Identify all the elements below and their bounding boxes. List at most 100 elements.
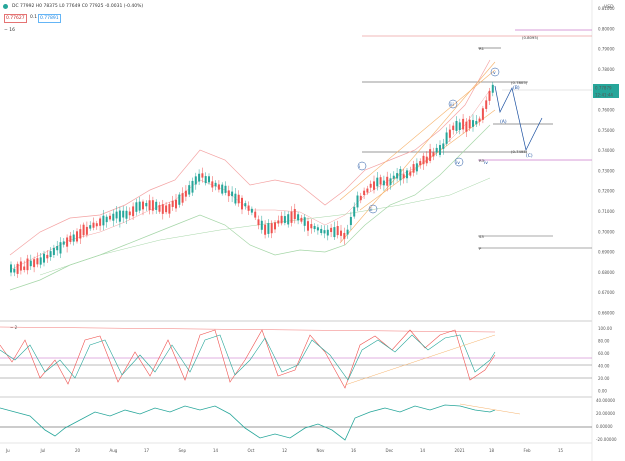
currency-label: USD	[604, 5, 614, 10]
price-tag-current-text: 0.77879	[595, 86, 612, 91]
candle-body	[148, 200, 151, 210]
candle-body	[231, 191, 234, 197]
wave-marker[interactable]	[448, 99, 458, 109]
candle-body	[316, 227, 319, 231]
candle-body	[468, 119, 471, 129]
candle-body	[151, 200, 154, 211]
candle-body	[326, 229, 329, 236]
candle-body	[138, 201, 141, 211]
candle-body	[274, 222, 276, 230]
candle-body	[475, 120, 478, 125]
candle-body	[290, 211, 293, 223]
candle-body	[260, 220, 263, 230]
buy-price-box[interactable]: 0.77891	[38, 14, 61, 23]
candle-body	[43, 253, 45, 263]
candle-body	[264, 224, 267, 235]
candle-body	[392, 175, 395, 179]
bollinger-upper	[9, 59, 491, 256]
candle-body	[419, 161, 422, 166]
candle-body	[415, 163, 418, 172]
candle-body	[62, 241, 65, 245]
level-label-p: P	[479, 246, 482, 251]
candle-body	[257, 219, 260, 226]
candle-body	[158, 205, 161, 212]
wave-projection[interactable]	[494, 85, 543, 152]
time-axis-label: 12	[282, 448, 288, 453]
candle-body	[89, 225, 92, 229]
price-axis-label: 0.72000	[598, 189, 615, 194]
candle-body	[293, 209, 296, 220]
candle-body	[297, 214, 300, 221]
candle-body	[198, 173, 201, 182]
level-label-s3: S3	[479, 234, 484, 239]
momentum-axis-label: -20.00000	[596, 437, 617, 442]
candle-body	[412, 164, 415, 173]
candle-body	[254, 211, 257, 218]
indicator-label[interactable]: − 16	[4, 28, 15, 33]
candle-body	[343, 232, 346, 239]
candle-body	[201, 173, 204, 178]
candle-body	[66, 237, 69, 247]
candle-body	[379, 177, 382, 185]
time-axis-label: 14	[420, 448, 426, 453]
candle-body	[92, 222, 95, 228]
price-axis-label: 0.70000	[598, 229, 615, 234]
candle-body	[270, 223, 273, 234]
momentum-axis[interactable]: 40.00000 20.00000 0.00000 -20.00000	[596, 398, 617, 442]
candle-body	[399, 168, 402, 181]
candle-body	[188, 185, 191, 195]
price-axis-label: 0.80000	[598, 26, 615, 31]
candle-body	[409, 171, 412, 176]
oscillator-axis[interactable]: 100.00 80.00 60.00 40.00 20.00 0.00	[598, 326, 612, 394]
candle-body	[455, 120, 458, 131]
channel-line[interactable]	[339, 61, 496, 244]
candle-body	[320, 228, 323, 234]
candle-body	[406, 170, 408, 179]
wave-label-ii: ii	[370, 207, 373, 213]
candle-body	[300, 217, 303, 222]
osc-axis-label: 0.00	[598, 389, 607, 394]
momentum-trendline[interactable]	[459, 403, 521, 415]
candle-body	[82, 224, 85, 236]
candle-body	[333, 227, 336, 238]
sell-price-box[interactable]: 0.77627	[4, 14, 27, 23]
osc-trendline[interactable]	[344, 334, 496, 386]
candle-body	[267, 223, 270, 234]
osc-trendline[interactable]	[0, 326, 496, 333]
candle-body	[234, 193, 237, 204]
price-axis-label: 0.69000	[598, 250, 615, 255]
wave-marker[interactable]	[454, 157, 464, 167]
candle-body	[128, 211, 131, 216]
stochastic-k	[0, 329, 496, 389]
time-axis-label: 2021	[455, 448, 466, 453]
time-axis[interactable]: Ju Jul 20 Aug 17 Sep 14 Oct 12 Nov 16 Dec 14 2021 18 Fe…	[5, 448, 564, 453]
price-axis[interactable]: 0.810000.800000.790000.780000.770000.760…	[598, 6, 615, 316]
candle-body	[247, 205, 250, 211]
candle-body	[336, 226, 339, 236]
osc-axis-label: 60.00	[598, 351, 610, 356]
candle-body	[425, 156, 428, 164]
candle-body	[99, 218, 102, 226]
candle-body	[250, 208, 253, 213]
time-axis-label: 18	[489, 448, 495, 453]
price-axis-label: 0.81000	[598, 6, 615, 11]
wave-marker[interactable]	[490, 67, 500, 77]
wave-marker[interactable]	[368, 204, 378, 214]
candle-body	[369, 183, 372, 188]
candle-body	[396, 173, 399, 179]
wave-marker[interactable]	[357, 161, 367, 171]
candle-body	[115, 211, 118, 219]
candle-body	[181, 193, 184, 203]
candle-body	[241, 197, 243, 210]
candle-body	[491, 84, 494, 93]
candle-body	[46, 254, 49, 259]
symbol-icon[interactable]	[3, 4, 8, 11]
candle-body	[16, 263, 19, 274]
candlestick-series[interactable]	[10, 81, 494, 278]
candle-body	[125, 210, 128, 219]
price-axis-label: 0.67000	[598, 290, 615, 295]
channel-line[interactable]	[339, 69, 496, 201]
moving-average	[39, 177, 491, 276]
candle-body	[346, 229, 349, 235]
